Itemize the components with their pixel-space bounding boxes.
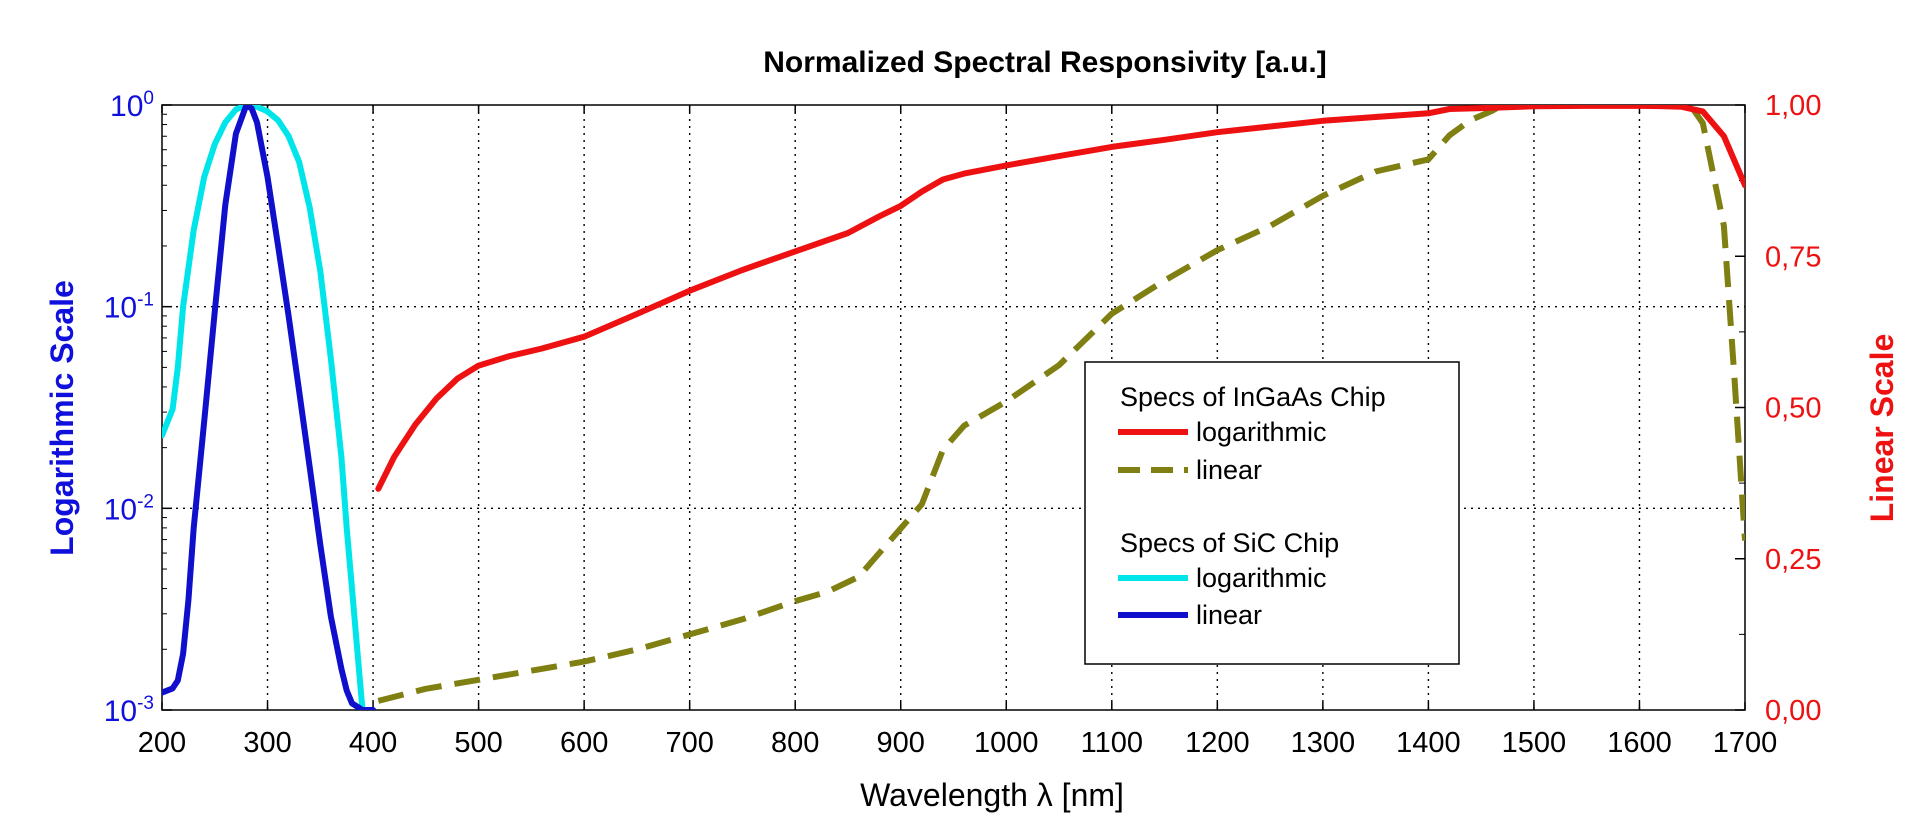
x-tick-label: 300: [243, 727, 291, 759]
left-tick-label: 10-3: [104, 693, 154, 728]
right-tick-label: 0,25: [1765, 544, 1821, 576]
x-tick-label: 600: [560, 727, 608, 759]
series-layer: [162, 105, 1745, 710]
x-tick-label: 1100: [1081, 727, 1143, 759]
left-axis-ticks: 10-3 10-2 10-1 100: [104, 88, 172, 728]
legend-label-ingaas-log: logarithmic: [1196, 417, 1327, 447]
series-line-ingaas-lin: [377, 105, 1745, 704]
x-tick-label: 800: [771, 727, 819, 759]
chart-title: Normalized Spectral Responsivity [a.u.]: [763, 46, 1326, 79]
x-tick-label: 1200: [1185, 727, 1250, 759]
series-line-ingaas-log: [375, 105, 1745, 492]
legend-group-title-sic: Specs of SiC Chip: [1120, 528, 1339, 558]
x-tick-label: 200: [138, 727, 186, 759]
right-tick-label: 1,00: [1765, 90, 1821, 122]
x-axis-ticks: 200 300 400 500 600 700 800 900 1000 1100 1200 1300…: [138, 105, 1777, 759]
series-line-sic-lin: [162, 105, 377, 710]
x-tick-label: 700: [665, 727, 713, 759]
x-tick-label: 1300: [1291, 727, 1356, 759]
x-tick-label: 500: [454, 727, 502, 759]
x-tick-label: 1400: [1396, 727, 1461, 759]
x-axis-label: Wavelength λ [nm]: [860, 777, 1124, 813]
legend-label-sic-lin: linear: [1196, 600, 1262, 630]
grid-lines: [162, 105, 1745, 710]
legend: Specs of InGaAs Chip logarithmic linear …: [1084, 361, 1460, 665]
right-axis-label: Linear Scale: [1864, 334, 1900, 523]
legend-label-ingaas-lin: linear: [1196, 455, 1262, 485]
x-tick-label: 1500: [1502, 727, 1567, 759]
right-tick-label: 0,75: [1765, 241, 1821, 273]
left-tick-label: 10-1: [104, 290, 154, 325]
plot-area-frame: [161, 104, 1746, 711]
right-axis-ticks: 0,00 0,25 0,50 0,75 1,00: [1735, 90, 1821, 727]
left-tick-label: 100: [110, 88, 154, 123]
left-tick-label: 10-2: [104, 491, 154, 526]
series-line-sic-log: [162, 105, 366, 710]
x-tick-label: 1000: [974, 727, 1039, 759]
left-axis-label: Logarithmic Scale: [44, 280, 80, 556]
legend-group-title-ingaas: Specs of InGaAs Chip: [1120, 382, 1386, 412]
legend-label-sic-log: logarithmic: [1196, 563, 1327, 593]
x-tick-label: 900: [877, 727, 925, 759]
right-tick-label: 0,00: [1765, 695, 1821, 727]
x-tick-label: 400: [349, 727, 397, 759]
x-tick-label: 1600: [1607, 727, 1672, 759]
x-tick-label: 1700: [1713, 727, 1778, 759]
right-tick-label: 0,50: [1765, 393, 1821, 425]
